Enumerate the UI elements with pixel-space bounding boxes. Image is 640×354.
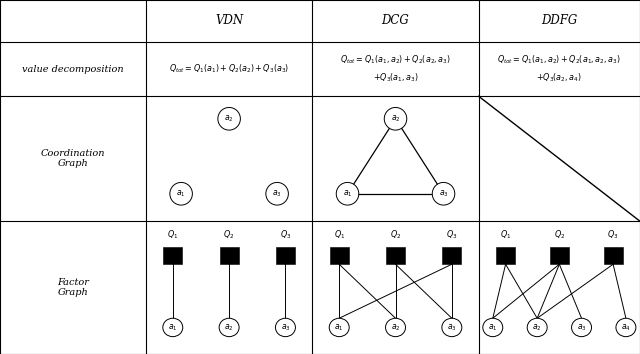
Text: $Q_2$: $Q_2$ bbox=[554, 228, 565, 241]
Text: $a_2$: $a_2$ bbox=[225, 114, 234, 124]
Ellipse shape bbox=[329, 318, 349, 337]
Ellipse shape bbox=[275, 318, 296, 337]
Text: $a_2$: $a_2$ bbox=[532, 322, 542, 333]
Text: $a_1$: $a_1$ bbox=[335, 322, 344, 333]
Ellipse shape bbox=[266, 182, 289, 205]
Text: value decomposition: value decomposition bbox=[22, 64, 124, 74]
Ellipse shape bbox=[163, 318, 183, 337]
Text: $a_3$: $a_3$ bbox=[438, 189, 449, 199]
Text: $Q_{tot} = Q_1(a_1)+Q_2(a_2)+Q_3(a_3)$: $Q_{tot} = Q_1(a_1)+Q_2(a_2)+Q_3(a_3)$ bbox=[169, 63, 289, 75]
Bar bbox=[276, 247, 295, 264]
Ellipse shape bbox=[616, 318, 636, 337]
Ellipse shape bbox=[442, 318, 462, 337]
Text: $a_1$: $a_1$ bbox=[488, 322, 497, 333]
Text: $Q_3$: $Q_3$ bbox=[446, 228, 458, 241]
Ellipse shape bbox=[384, 108, 407, 130]
Text: $a_4$: $a_4$ bbox=[621, 322, 631, 333]
Ellipse shape bbox=[336, 182, 359, 205]
Text: $Q_1$: $Q_1$ bbox=[333, 228, 345, 241]
Ellipse shape bbox=[385, 318, 406, 337]
Ellipse shape bbox=[170, 182, 193, 205]
Text: $a_2$: $a_2$ bbox=[391, 322, 400, 333]
Bar bbox=[220, 247, 239, 264]
Text: $+Q_3(a_2,a_4)$: $+Q_3(a_2,a_4)$ bbox=[536, 72, 582, 84]
Text: $a_3$: $a_3$ bbox=[447, 322, 457, 333]
Text: $a_1$: $a_1$ bbox=[343, 189, 352, 199]
Bar bbox=[604, 247, 623, 264]
Bar bbox=[330, 247, 349, 264]
Text: $Q_{tot} = Q_1(a_1,a_2)+Q_2(a_1,a_2,a_3)$: $Q_{tot} = Q_1(a_1,a_2)+Q_2(a_1,a_2,a_3)… bbox=[497, 54, 621, 67]
Text: VDN: VDN bbox=[215, 15, 243, 27]
Text: $a_2$: $a_2$ bbox=[391, 114, 400, 124]
Text: $Q_3$: $Q_3$ bbox=[280, 228, 291, 241]
Text: $a_3$: $a_3$ bbox=[280, 322, 291, 333]
Text: $Q_1$: $Q_1$ bbox=[167, 228, 179, 241]
Ellipse shape bbox=[572, 318, 591, 337]
Text: Factor
Graph: Factor Graph bbox=[57, 278, 89, 297]
Ellipse shape bbox=[219, 318, 239, 337]
Text: $a_1$: $a_1$ bbox=[168, 322, 177, 333]
Text: $a_2$: $a_2$ bbox=[225, 322, 234, 333]
Text: $+Q_3(a_1,a_3)$: $+Q_3(a_1,a_3)$ bbox=[372, 72, 419, 84]
Bar bbox=[386, 247, 405, 264]
Text: Coordination
Graph: Coordination Graph bbox=[41, 149, 105, 169]
Text: $Q_1$: $Q_1$ bbox=[500, 228, 511, 241]
Bar bbox=[496, 247, 515, 264]
Text: $a_3$: $a_3$ bbox=[272, 189, 282, 199]
Text: DCG: DCG bbox=[381, 15, 410, 27]
Ellipse shape bbox=[483, 318, 503, 337]
Bar bbox=[163, 247, 182, 264]
Ellipse shape bbox=[218, 108, 241, 130]
Bar bbox=[550, 247, 569, 264]
Text: $Q_{tot} = Q_1(a_1,a_2)+Q_2(a_2,a_3)$: $Q_{tot} = Q_1(a_1,a_2)+Q_2(a_2,a_3)$ bbox=[340, 54, 451, 67]
Text: $Q_3$: $Q_3$ bbox=[607, 228, 619, 241]
Ellipse shape bbox=[432, 182, 455, 205]
Text: $Q_2$: $Q_2$ bbox=[223, 228, 235, 241]
Text: $Q_2$: $Q_2$ bbox=[390, 228, 401, 241]
Text: $a_3$: $a_3$ bbox=[577, 322, 586, 333]
Ellipse shape bbox=[527, 318, 547, 337]
Bar bbox=[442, 247, 461, 264]
Text: $a_1$: $a_1$ bbox=[177, 189, 186, 199]
Text: DDFG: DDFG bbox=[541, 15, 577, 27]
